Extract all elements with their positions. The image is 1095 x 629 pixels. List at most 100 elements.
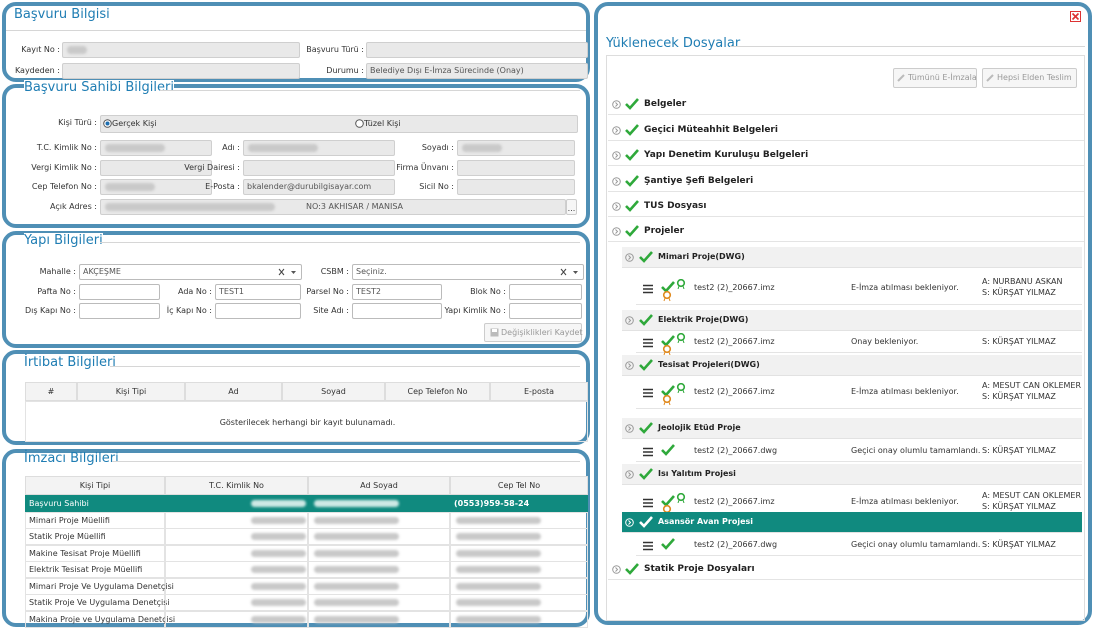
table-cell[interactable]: Elektrik Tesisat Proje Müellifi bbox=[25, 561, 165, 578]
radio-option[interactable]: Gerçek Kişi bbox=[112, 119, 157, 128]
table-cell[interactable]: Makina Proje ve Uygulama Denetçisi bbox=[25, 610, 175, 628]
file-row[interactable] bbox=[636, 535, 1082, 556]
table-cell[interactable] bbox=[308, 610, 450, 628]
input[interactable] bbox=[243, 140, 395, 156]
radio-option[interactable]: Tüzel Kişi bbox=[364, 119, 401, 128]
input[interactable] bbox=[509, 303, 582, 319]
project-header[interactable]: Isı Yalıtım Projesi bbox=[622, 464, 1082, 485]
table-cell[interactable] bbox=[308, 511, 450, 529]
input[interactable] bbox=[79, 284, 160, 300]
expand-icon bbox=[625, 470, 634, 479]
table-cell[interactable] bbox=[308, 528, 450, 545]
input[interactable]: TEST2 bbox=[352, 284, 442, 300]
table-cell[interactable]: Başvuru Sahibi bbox=[25, 495, 165, 512]
project-header[interactable]: Jeolojik Etüd Proje bbox=[622, 418, 1082, 439]
input[interactable]: Seçiniz. bbox=[352, 264, 584, 280]
input[interactable] bbox=[366, 42, 588, 58]
input[interactable] bbox=[215, 303, 301, 319]
divider bbox=[100, 242, 580, 243]
input[interactable]: bkalender@durubilgisayar.com bbox=[243, 179, 395, 195]
file-row[interactable] bbox=[636, 332, 1082, 353]
expand-icon bbox=[612, 126, 621, 135]
tree-group[interactable]: Statik Proje Dosyaları bbox=[608, 559, 1084, 580]
select-controls[interactable] bbox=[278, 267, 298, 277]
table-cell[interactable] bbox=[165, 577, 308, 595]
table-cell[interactable] bbox=[165, 561, 308, 578]
blurred-value bbox=[462, 144, 502, 152]
blurred-value bbox=[456, 516, 541, 524]
table-cell[interactable] bbox=[308, 577, 450, 595]
input[interactable] bbox=[457, 140, 575, 156]
table-cell[interactable]: Makine Tesisat Proje Müellifi bbox=[25, 544, 165, 562]
table-cell[interactable] bbox=[165, 594, 308, 611]
menu-icon bbox=[643, 338, 653, 347]
table-cell[interactable] bbox=[165, 528, 308, 545]
table-cell[interactable]: Statik Proje Ve Uygulama Denetçisi bbox=[25, 594, 170, 611]
tree-group[interactable]: Şantiye Şefi Belgeleri bbox=[608, 171, 1084, 192]
input[interactable] bbox=[79, 303, 160, 319]
table-cell[interactable] bbox=[165, 495, 308, 512]
blurred-value bbox=[314, 500, 399, 507]
table-cell[interactable] bbox=[308, 594, 450, 611]
project-header[interactable]: Elektrik Proje(DWG) bbox=[622, 310, 1082, 331]
input[interactable] bbox=[509, 284, 582, 300]
input[interactable] bbox=[62, 42, 300, 58]
file-name: test2 (2)_20667.dwg bbox=[694, 445, 778, 455]
input[interactable]: Belediye Dışı E-İmza Sürecinde (Onay) bbox=[366, 63, 588, 79]
tree-group[interactable]: TUS Dosyası bbox=[608, 196, 1084, 217]
table-cell[interactable] bbox=[450, 528, 588, 545]
table-cell[interactable] bbox=[450, 511, 588, 529]
input[interactable]: NO:3 AKHISAR / MANISA bbox=[100, 199, 566, 215]
blurred-value bbox=[251, 533, 306, 540]
table-cell[interactable] bbox=[165, 610, 308, 628]
check-icon bbox=[639, 314, 653, 326]
input[interactable] bbox=[62, 63, 300, 79]
file-row[interactable] bbox=[636, 441, 1082, 462]
table-cell[interactable] bbox=[308, 544, 450, 562]
tree-group[interactable]: Belgeler bbox=[608, 94, 1084, 115]
address-button[interactable]: ... bbox=[566, 199, 577, 215]
table-cell[interactable]: Statik Proje Müellifi bbox=[25, 528, 165, 545]
select-controls[interactable] bbox=[560, 267, 580, 277]
file-row[interactable] bbox=[636, 272, 1082, 305]
tree-group[interactable]: Yapı Denetim Kuruluşu Belgeleri bbox=[608, 145, 1084, 166]
blurred-value bbox=[456, 582, 541, 590]
table-cell[interactable]: Mimari Proje Ve Uygulama Denetçisi bbox=[25, 577, 174, 595]
table-cell[interactable] bbox=[308, 561, 450, 578]
input[interactable]: TEST1 bbox=[215, 284, 301, 300]
input[interactable] bbox=[243, 160, 395, 176]
check-icon bbox=[639, 516, 653, 528]
table-cell[interactable]: Mimari Proje Müellifi bbox=[25, 511, 165, 529]
tree-group[interactable]: Geçici Müteahhit Belgeleri bbox=[608, 120, 1084, 141]
table-cell[interactable] bbox=[165, 544, 308, 562]
check-icon bbox=[625, 98, 639, 110]
input[interactable] bbox=[352, 303, 442, 319]
table-header: # bbox=[25, 382, 77, 401]
table-cell[interactable] bbox=[450, 544, 588, 562]
table-cell[interactable] bbox=[450, 610, 588, 628]
table-cell[interactable] bbox=[450, 561, 588, 578]
table-cell[interactable] bbox=[450, 577, 588, 595]
toolbar-button[interactable]: Tümünü E-İmzala bbox=[893, 68, 977, 88]
input[interactable] bbox=[100, 160, 212, 176]
table-cell[interactable] bbox=[165, 511, 308, 529]
save-button[interactable]: Değişiklikleri Kaydet bbox=[484, 323, 583, 342]
check-icon bbox=[625, 563, 639, 575]
menu-icon bbox=[643, 447, 653, 456]
table-cell[interactable]: (0553)959-58-24 bbox=[450, 495, 588, 512]
toolbar-button[interactable]: Hepsi Elden Teslim bbox=[982, 68, 1077, 88]
input[interactable] bbox=[457, 160, 575, 176]
file-row[interactable] bbox=[636, 376, 1082, 409]
input[interactable] bbox=[100, 140, 212, 156]
project-header[interactable]: Mimari Proje(DWG) bbox=[622, 247, 1082, 268]
divider bbox=[110, 366, 580, 367]
project-header[interactable]: Tesisat Projeleri(DWG) bbox=[622, 355, 1082, 376]
table-cell[interactable] bbox=[308, 495, 450, 512]
signer-type: Makina Proje ve Uygulama Denetçisi bbox=[29, 614, 176, 624]
table-cell[interactable] bbox=[450, 594, 588, 611]
input[interactable] bbox=[457, 179, 575, 195]
input[interactable]: AKÇEŞME bbox=[79, 264, 302, 280]
project-header[interactable]: Asansör Avan Projesi bbox=[622, 512, 1082, 533]
tree-group[interactable]: Projeler bbox=[608, 221, 1084, 242]
input[interactable] bbox=[100, 179, 212, 195]
